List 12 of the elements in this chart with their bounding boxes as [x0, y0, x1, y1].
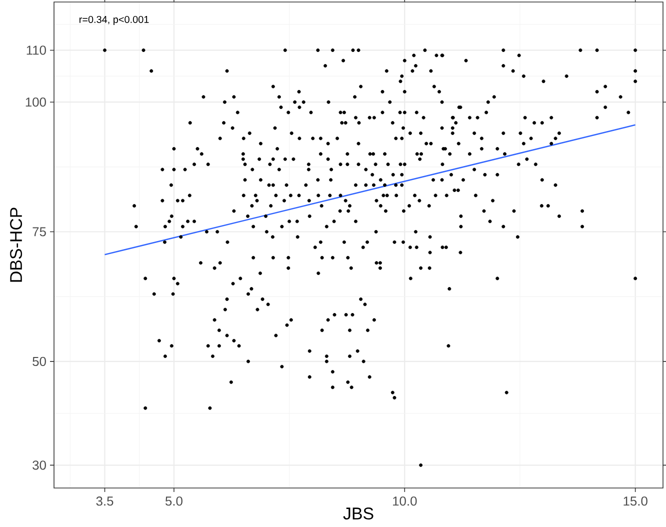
x-tick-label: 10.0 — [393, 496, 417, 506]
y-tick-label: 100 — [26, 98, 46, 107]
y-axis-title: DBS-HCP — [10, 208, 22, 282]
x-axis-title: JBS — [343, 508, 374, 520]
y-tick-label: 110 — [26, 46, 46, 55]
annotation: r=0.34, p<0.001 — [80, 16, 149, 25]
y-tick-label: 75 — [32, 227, 46, 236]
y-tick-label: 30 — [32, 460, 46, 470]
x-tick-label: 15.0 — [624, 496, 648, 506]
x-tick-label: 3.5 — [96, 496, 114, 506]
x-tick-label: 5.0 — [165, 496, 182, 506]
y-tick-label: 50 — [32, 356, 46, 366]
